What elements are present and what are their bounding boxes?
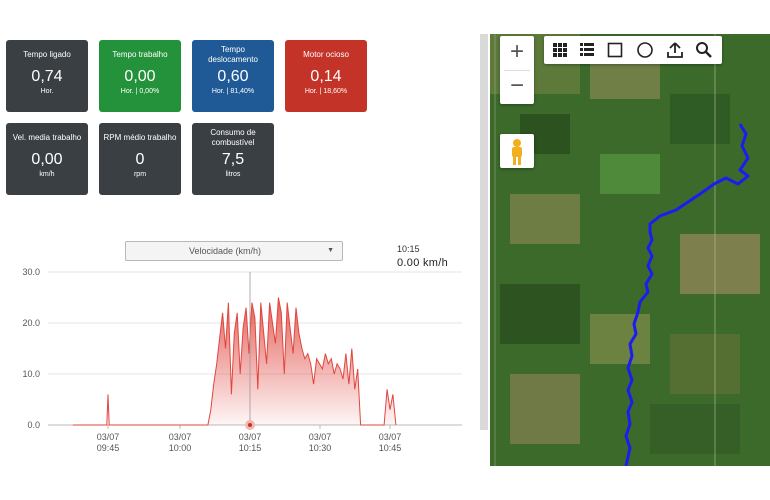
y-tick-label: 0.0 [27, 420, 40, 430]
cursor-time-readout: 10:15 [397, 244, 420, 254]
search-icon[interactable] [695, 41, 713, 59]
kpi-value: 7,5 [221, 151, 245, 168]
zoom-divider [504, 70, 530, 71]
panel-splitter[interactable] [480, 34, 488, 430]
chart-metric-label: Velocidade (km/h) [188, 246, 262, 256]
kpi-unit: km/h [39, 171, 55, 178]
kpi-card-motor-ocioso: Motor ocioso 0,14 Hor. | 18,60% [285, 40, 367, 112]
kpi-value: 0,00 [31, 151, 63, 168]
kpi-unit: litros [225, 171, 241, 178]
chart-metric-select[interactable]: Velocidade (km/h) ▼ [125, 241, 343, 261]
kpi-title: Consumo de combustível [210, 128, 256, 147]
vehicle-track-line [624, 123, 750, 466]
x-tick-time: 10:30 [309, 443, 332, 453]
kpi-title: RPM médio trabalho [103, 133, 177, 142]
kpi-title: Tempo ligado [23, 50, 71, 59]
x-tick-date: 03/07 [379, 432, 402, 442]
speed-chart[interactable]: 30.020.010.00.0 03/0709:4503/0710:0003/0… [0, 262, 480, 462]
x-tick-time: 10:15 [239, 443, 262, 453]
y-tick-label: 20.0 [22, 318, 40, 328]
zoom-in-button[interactable]: + [509, 38, 524, 65]
x-tick-date: 03/07 [239, 432, 262, 442]
kpi-unit: Hor. | 81,40% [211, 88, 255, 95]
x-axis-ticks: 03/0709:4503/0710:0003/0710:1503/0710:30… [97, 425, 402, 453]
kpi-card-tempo-ligado: Tempo ligado 0,74 Hor. [6, 40, 88, 112]
kpi-card-tempo-deslocamento: Tempo deslocamento 0,60 Hor. | 81,40% [192, 40, 274, 112]
satellite-map[interactable] [490, 34, 770, 466]
map-zoom-control: + − [500, 36, 534, 104]
kpi-card-tempo-trabalho: Tempo trabalho 0,00 Hor. | 0,00% [99, 40, 181, 112]
rectangle-icon[interactable] [606, 41, 624, 59]
kpi-value: 0,14 [310, 68, 342, 85]
kpi-value: 0,00 [124, 68, 156, 85]
upload-icon[interactable] [666, 41, 684, 59]
kpi-title: Motor ocioso [303, 50, 349, 59]
kpi-unit: rpm [133, 171, 147, 178]
x-tick-date: 03/07 [309, 432, 332, 442]
chart-cursor-dot [248, 423, 252, 427]
speed-series-line [72, 297, 397, 426]
street-view-pegman-button[interactable] [500, 134, 534, 168]
kpi-card-rpm-medio: RPM médio trabalho 0 rpm [99, 123, 181, 195]
kpi-unit: Hor. | 18,60% [304, 88, 348, 95]
x-tick-date: 03/07 [97, 432, 120, 442]
x-tick-time: 10:45 [379, 443, 402, 453]
kpi-value: 0,60 [217, 68, 249, 85]
cursor-value-readout: 0.00 km/h [397, 257, 449, 269]
kpi-unit: Hor. | 0,00% [120, 88, 160, 95]
y-tick-label: 10.0 [22, 369, 40, 379]
y-tick-label: 30.0 [22, 267, 40, 277]
kpi-card-vel-media: Vel. media trabalho 0,00 km/h [6, 123, 88, 195]
pegman-icon [512, 139, 522, 165]
x-tick-date: 03/07 [169, 432, 192, 442]
speed-area [72, 297, 396, 425]
y-axis-ticks: 30.0 20.0 10.0 0.0 [22, 267, 40, 430]
kpi-card-consumo-combustivel: Consumo de combustível 7,5 litros [192, 123, 274, 195]
kpi-unit: Hor. [40, 88, 54, 95]
kpi-title: Tempo deslocamento [208, 45, 258, 64]
chevron-down-icon: ▼ [327, 247, 334, 254]
map-toolbar [544, 36, 722, 64]
circle-icon[interactable] [636, 41, 654, 59]
kpi-title: Tempo trabalho [112, 50, 168, 59]
x-tick-time: 10:00 [169, 443, 192, 453]
grid-icon[interactable] [551, 41, 569, 59]
zoom-out-button[interactable]: − [509, 72, 524, 99]
list-icon[interactable] [578, 41, 596, 59]
kpi-title: Vel. media trabalho [12, 133, 82, 142]
kpi-value: 0 [135, 151, 145, 168]
x-tick-time: 09:45 [97, 443, 120, 453]
kpi-value: 0,74 [31, 68, 63, 85]
